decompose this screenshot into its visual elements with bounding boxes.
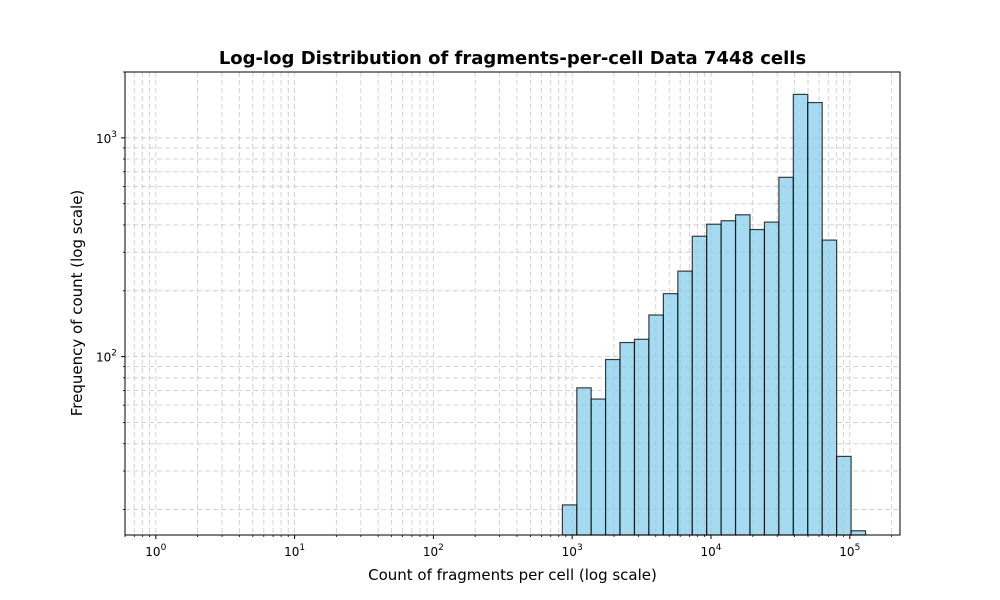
histogram-bar <box>561 504 578 536</box>
histogram-bar <box>807 101 823 536</box>
x-tick-label: 103 <box>562 543 583 559</box>
histogram-bar <box>691 235 708 536</box>
x-tick-label: 102 <box>423 543 444 559</box>
histogram-bar <box>619 341 636 536</box>
x-tick-label: 100 <box>145 543 166 559</box>
y-tick-label: 103 <box>96 130 117 146</box>
histogram-bar <box>590 398 607 536</box>
histogram-bar <box>821 239 838 536</box>
histogram-bar <box>633 338 650 536</box>
histogram-bar <box>604 358 621 536</box>
histogram-bar <box>850 530 867 536</box>
y-tick-label: 102 <box>96 349 117 365</box>
x-tick-label: 105 <box>839 543 860 559</box>
histogram-bar <box>576 387 592 536</box>
x-tick-label: 104 <box>700 543 721 559</box>
y-axis-label: Frequency of count (log scale) <box>68 190 86 417</box>
plot-area-frame <box>124 71 901 536</box>
histogram-bar <box>648 314 664 536</box>
histogram-bar <box>763 221 780 536</box>
histogram-bar <box>720 220 737 536</box>
histogram-bar <box>836 455 852 536</box>
histogram-bar <box>706 223 722 536</box>
chart-title: Log-log Distribution of fragments-per-ce… <box>219 48 806 69</box>
histogram-bar <box>749 228 766 536</box>
histogram-bar <box>662 293 679 536</box>
histogram-bars <box>561 93 867 536</box>
histogram-bar <box>792 93 809 536</box>
axis-ticks: 100 101 102 103 104 105 102 103 <box>96 71 892 559</box>
histogram-bar <box>734 214 751 536</box>
histogram-bar <box>778 176 794 536</box>
x-axis-label: Count of fragments per cell (log scale) <box>368 566 657 584</box>
histogram-bar <box>677 270 693 536</box>
x-tick-label: 101 <box>284 543 305 559</box>
